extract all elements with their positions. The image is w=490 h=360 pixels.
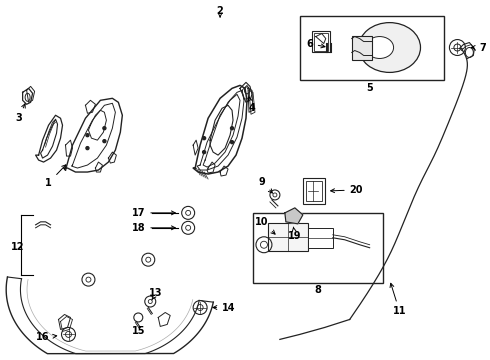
Circle shape: [103, 127, 106, 130]
Circle shape: [103, 140, 106, 143]
Circle shape: [203, 137, 206, 140]
Text: 11: 11: [390, 283, 406, 316]
Text: 15: 15: [131, 327, 145, 336]
Bar: [352, 36, 371, 60]
Bar: [300, 15, 444, 80]
Bar: [268, 223, 308, 251]
Circle shape: [230, 127, 234, 130]
Text: 18: 18: [132, 223, 175, 233]
Ellipse shape: [245, 87, 249, 94]
Bar: [306, 181, 322, 201]
Text: 6: 6: [306, 39, 325, 49]
Text: 7: 7: [471, 42, 486, 53]
Ellipse shape: [25, 93, 30, 101]
Text: 13: 13: [148, 288, 162, 298]
Text: 5: 5: [366, 84, 373, 93]
Text: 19: 19: [288, 231, 302, 241]
Text: 17: 17: [132, 208, 175, 218]
Text: 2: 2: [217, 6, 223, 15]
Bar: [303, 178, 325, 204]
Bar: [308, 228, 333, 248]
Circle shape: [230, 141, 234, 144]
Text: 12: 12: [11, 242, 24, 252]
Bar: [314, 32, 328, 50]
Text: 20: 20: [331, 185, 363, 195]
Text: 3: 3: [15, 104, 25, 123]
Circle shape: [86, 147, 89, 150]
Bar: [312, 31, 330, 53]
Text: 1: 1: [45, 165, 66, 188]
Text: 16: 16: [36, 332, 57, 342]
Bar: [253, 213, 383, 283]
Polygon shape: [285, 208, 303, 224]
Text: 10: 10: [255, 217, 275, 234]
Text: 9: 9: [259, 177, 265, 187]
Ellipse shape: [466, 48, 473, 58]
Text: 8: 8: [315, 284, 321, 294]
Circle shape: [203, 150, 206, 154]
Circle shape: [86, 134, 89, 137]
Ellipse shape: [359, 23, 420, 72]
Ellipse shape: [366, 37, 393, 58]
Text: 14: 14: [213, 302, 236, 312]
Text: 4: 4: [248, 97, 255, 113]
